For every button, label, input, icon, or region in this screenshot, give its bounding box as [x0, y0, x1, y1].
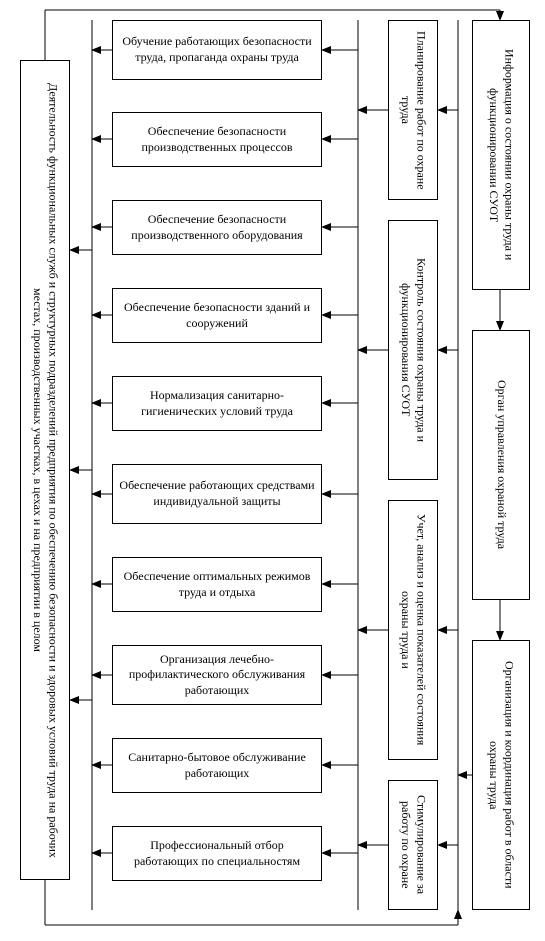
- task-label-1: Обеспечение безопасности производственны…: [117, 124, 317, 155]
- task-box-3: Обеспечение безопасности зданий и сооруж…: [112, 288, 322, 343]
- task-label-3: Обеспечение безопасности зданий и сооруж…: [117, 300, 317, 331]
- task-label-7: Организация лечебно-профилактического об…: [117, 652, 317, 699]
- task-box-9: Профессиональный отбор работающих по спе…: [112, 826, 322, 881]
- label-info: Информация о состоянии охраны труда и фу…: [485, 25, 516, 285]
- task-box-8: Санитарно-бытовое обслуживание работающи…: [112, 738, 322, 793]
- task-box-1: Обеспечение безопасности производственны…: [112, 112, 322, 167]
- task-box-7: Организация лечебно-профилактического об…: [112, 645, 322, 705]
- label-coord: Организация и координация работ в област…: [485, 645, 516, 905]
- box-accounting: Учет, анализ и оценка показателей состоя…: [388, 500, 438, 760]
- task-label-2: Обеспечение безопасности производственно…: [117, 212, 317, 243]
- task-box-5: Обеспечение работающих средствами индиви…: [112, 464, 322, 524]
- label-planning: Планирование работ по охране труда: [397, 25, 428, 195]
- task-label-6: Обеспечение оптимальных режимов труда и …: [117, 569, 317, 600]
- label-activity: Деятельность функциональных служб и стру…: [29, 65, 60, 875]
- task-label-8: Санитарно-бытовое обслуживание работающи…: [117, 750, 317, 781]
- label-control: Контроль состояния охраны труда и функци…: [397, 225, 428, 475]
- task-label-4: Нормализация санитарно-гигиенических усл…: [117, 388, 317, 419]
- box-activity: Деятельность функциональных служб и стру…: [20, 60, 70, 880]
- box-stimulation: Стимулирование за работу по охране: [388, 780, 438, 910]
- box-info: Информация о состоянии охраны труда и фу…: [472, 20, 530, 290]
- task-label-0: Обучение работающих безопасности труда, …: [117, 34, 317, 65]
- box-organ: Орган управления охраной труда: [472, 330, 530, 600]
- box-planning: Планирование работ по охране труда: [388, 20, 438, 200]
- box-control: Контроль состояния охраны труда и функци…: [388, 220, 438, 480]
- task-label-9: Профессиональный отбор работающих по спе…: [117, 838, 317, 869]
- task-box-2: Обеспечение безопасности производственно…: [112, 200, 322, 255]
- task-box-4: Нормализация санитарно-гигиенических усл…: [112, 376, 322, 431]
- label-stimulation: Стимулирование за работу по охране: [397, 785, 428, 905]
- label-organ: Орган управления охраной труда: [493, 380, 509, 549]
- label-accounting: Учет, анализ и оценка показателей состоя…: [397, 505, 428, 755]
- task-label-5: Обеспечение работающих средствами индиви…: [117, 478, 317, 509]
- task-box-0: Обучение работающих безопасности труда, …: [112, 20, 322, 80]
- box-coord: Организация и координация работ в област…: [472, 640, 530, 910]
- task-box-6: Обеспечение оптимальных режимов труда и …: [112, 557, 322, 612]
